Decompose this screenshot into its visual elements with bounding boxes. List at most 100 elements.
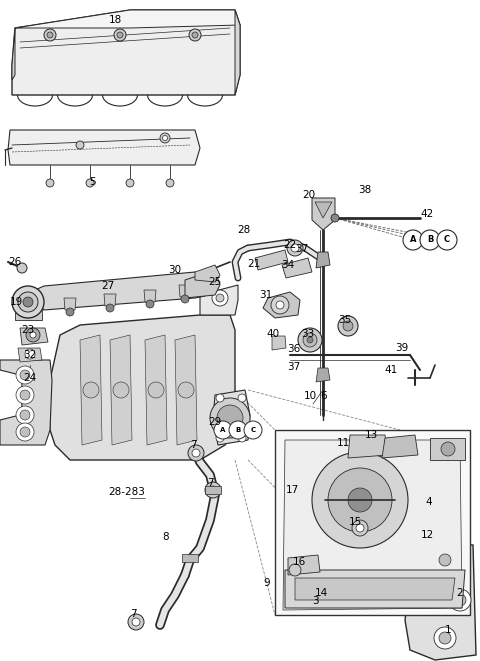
- Polygon shape: [104, 294, 116, 306]
- Circle shape: [20, 427, 30, 437]
- Circle shape: [16, 366, 34, 384]
- Polygon shape: [35, 272, 205, 310]
- Circle shape: [238, 394, 246, 402]
- Circle shape: [216, 394, 224, 402]
- Polygon shape: [382, 435, 418, 458]
- Circle shape: [343, 321, 353, 331]
- Text: 36: 36: [288, 344, 300, 354]
- Polygon shape: [288, 555, 320, 575]
- Text: 30: 30: [168, 265, 181, 275]
- Circle shape: [146, 300, 154, 308]
- Text: 3: 3: [312, 596, 318, 606]
- Text: 29: 29: [208, 417, 222, 427]
- Polygon shape: [110, 335, 132, 445]
- Text: 22: 22: [283, 240, 297, 250]
- Text: 17: 17: [286, 485, 299, 495]
- Polygon shape: [15, 295, 42, 320]
- Circle shape: [12, 286, 44, 318]
- Circle shape: [312, 452, 408, 548]
- Circle shape: [16, 386, 34, 404]
- Text: A: A: [410, 235, 416, 245]
- Circle shape: [271, 296, 289, 314]
- Text: 15: 15: [348, 517, 361, 527]
- Circle shape: [44, 29, 56, 41]
- Polygon shape: [50, 315, 235, 460]
- Circle shape: [126, 179, 134, 187]
- Text: 1: 1: [444, 625, 451, 635]
- Text: 37: 37: [295, 244, 309, 254]
- Circle shape: [303, 333, 317, 347]
- Circle shape: [76, 141, 84, 149]
- Circle shape: [86, 179, 94, 187]
- Text: 14: 14: [314, 588, 328, 598]
- Text: 25: 25: [208, 277, 222, 287]
- Circle shape: [449, 589, 471, 611]
- Circle shape: [25, 349, 35, 359]
- Circle shape: [106, 304, 114, 312]
- Circle shape: [26, 328, 40, 342]
- Polygon shape: [263, 292, 300, 318]
- Circle shape: [356, 524, 364, 532]
- Polygon shape: [430, 438, 465, 460]
- Circle shape: [307, 337, 313, 343]
- Circle shape: [439, 554, 451, 566]
- Text: 28: 28: [238, 225, 251, 235]
- Polygon shape: [405, 540, 476, 660]
- Text: 6: 6: [321, 391, 327, 401]
- Text: 20: 20: [302, 190, 315, 200]
- Circle shape: [20, 370, 30, 380]
- Text: 31: 31: [259, 290, 273, 300]
- Circle shape: [166, 179, 174, 187]
- Circle shape: [163, 136, 168, 141]
- Text: 16: 16: [292, 557, 306, 567]
- Text: 27: 27: [101, 281, 115, 291]
- Text: 12: 12: [420, 530, 433, 540]
- Text: 18: 18: [108, 15, 121, 25]
- Circle shape: [210, 398, 250, 438]
- Circle shape: [276, 301, 284, 309]
- Circle shape: [348, 488, 372, 512]
- Polygon shape: [316, 368, 330, 382]
- Text: 38: 38: [359, 185, 372, 195]
- Circle shape: [23, 297, 33, 307]
- Text: 39: 39: [396, 343, 408, 353]
- Circle shape: [291, 244, 299, 252]
- Circle shape: [217, 405, 243, 431]
- Text: 37: 37: [288, 362, 300, 372]
- Circle shape: [454, 594, 466, 606]
- Polygon shape: [283, 440, 462, 610]
- Bar: [275, 430, 470, 615]
- Polygon shape: [282, 258, 312, 278]
- Circle shape: [132, 618, 140, 626]
- Polygon shape: [8, 130, 200, 165]
- Circle shape: [287, 240, 303, 256]
- Circle shape: [331, 214, 339, 222]
- Polygon shape: [185, 270, 220, 298]
- Circle shape: [403, 230, 423, 250]
- Circle shape: [229, 421, 247, 439]
- Text: 7: 7: [207, 478, 213, 488]
- Circle shape: [20, 410, 30, 420]
- Circle shape: [214, 421, 232, 439]
- Polygon shape: [64, 298, 76, 310]
- Polygon shape: [195, 265, 220, 282]
- Circle shape: [128, 614, 144, 630]
- Text: 34: 34: [281, 260, 295, 270]
- Text: 42: 42: [420, 209, 433, 219]
- Circle shape: [439, 632, 451, 644]
- Circle shape: [83, 382, 99, 398]
- Polygon shape: [15, 10, 240, 28]
- Polygon shape: [200, 285, 238, 315]
- Circle shape: [216, 294, 224, 302]
- Text: A: A: [220, 427, 226, 433]
- Text: C: C: [444, 235, 450, 245]
- Text: 5: 5: [90, 177, 96, 187]
- Text: 24: 24: [24, 373, 36, 383]
- Polygon shape: [80, 335, 102, 445]
- Circle shape: [298, 328, 322, 352]
- Circle shape: [192, 32, 198, 38]
- Polygon shape: [235, 10, 240, 95]
- Circle shape: [328, 468, 392, 532]
- Polygon shape: [316, 252, 330, 268]
- Polygon shape: [144, 290, 156, 302]
